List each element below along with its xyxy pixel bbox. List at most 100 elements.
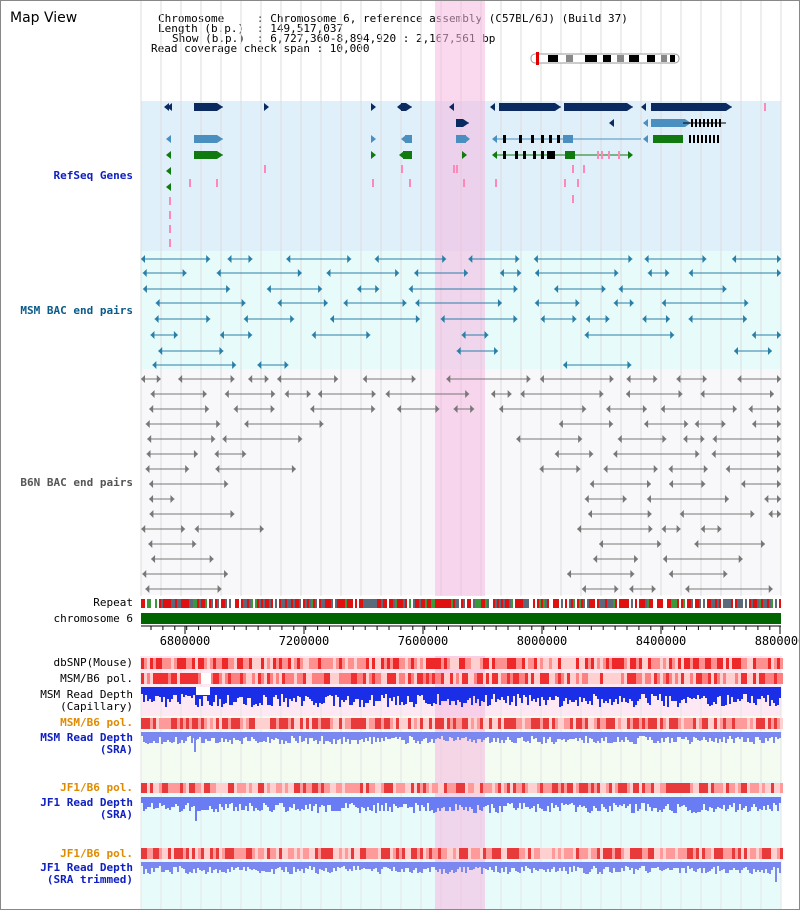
jf1-trim-bar	[651, 862, 653, 868]
jf1-pol-trim-cell	[381, 848, 384, 859]
msm-bac-pair-end	[644, 255, 649, 263]
repeat-bar	[627, 599, 629, 608]
msm-depth-sra-bar	[617, 732, 619, 737]
msm-depth-cap-bar	[161, 687, 163, 702]
jf1-trim-bar	[471, 862, 473, 870]
msm-pol-cell	[249, 673, 252, 684]
msm-pol-sra-cell	[729, 718, 732, 729]
jf1-trim-bar	[705, 862, 707, 873]
track-features[interactable]	[141, 103, 783, 882]
msm-depth-cap-bar	[309, 687, 311, 699]
jf1-depth-bar	[245, 797, 247, 806]
msm-depth-sra-bar	[194, 732, 196, 752]
dbsnp-cell	[543, 658, 546, 669]
jf1-trim-bar	[493, 862, 495, 872]
jf1-trim-bar	[669, 862, 671, 870]
jf1-depth-bar	[703, 797, 705, 804]
b6n-bac-pair-end	[453, 405, 458, 413]
msm-depth-cap-bar	[633, 687, 635, 707]
jf1-trim-bar	[661, 862, 663, 871]
msm-depth-sra-bar	[189, 732, 191, 736]
msm-pol-sra-cell	[603, 718, 606, 729]
jf1-pol-cell	[567, 783, 570, 793]
track-label-refseq[interactable]: RefSeq Genes	[53, 169, 133, 182]
msm-pol-sra-cell	[306, 718, 309, 729]
msm-pol-cell	[597, 673, 600, 684]
msm-pol-cell	[198, 673, 201, 684]
dbsnp-cell	[447, 658, 450, 669]
repeat-bar	[511, 599, 513, 608]
repeat-bar	[489, 599, 491, 608]
b6n-bac-pair-end	[539, 375, 544, 383]
jf1-pol-cell	[429, 783, 432, 793]
msm-bac-pair-end	[585, 315, 590, 323]
chromosome-ideogram-icon[interactable]	[530, 52, 680, 65]
msm-depth-sra-bar	[717, 732, 719, 743]
jf1-depth-bar	[773, 797, 775, 803]
msm-pol-cell	[660, 673, 663, 684]
jf1-pol-cell	[684, 783, 687, 793]
track-label-jf1-depth: JF1 Read Depth	[40, 796, 133, 809]
msm-pol-cell	[273, 673, 276, 684]
repeat-bar	[757, 599, 759, 608]
msm-pol-sra-cell	[708, 718, 711, 729]
jf1-trim-bar	[499, 862, 501, 873]
msm-pol-sra-cell	[351, 718, 354, 729]
msm-pol-cell	[768, 673, 771, 684]
jf1-pol-trim-cell	[147, 848, 150, 859]
repeat-bar	[645, 599, 647, 608]
msm-depth-sra-bar	[187, 732, 189, 737]
msm-pol-sra-cell	[582, 718, 585, 729]
msm-depth-cap-bar	[705, 687, 707, 698]
msm-pol-cell	[486, 673, 489, 684]
msm-depth-sra-bar	[243, 732, 245, 738]
repeat-bar	[657, 599, 659, 608]
msm-pol-sra-cell	[555, 718, 558, 729]
jf1-trim-bar	[555, 862, 557, 872]
msm-bac-pair-end	[497, 299, 502, 307]
jf1-depth-bar	[391, 797, 393, 812]
msm-depth-sra-bar	[493, 732, 495, 738]
msm-pol-sra-cell	[669, 718, 672, 729]
jf1-trim-bar	[301, 862, 303, 869]
jf1-trim-bar	[333, 862, 335, 868]
msm-depth-sra-bar	[689, 732, 691, 744]
msm-depth-sra-bar	[211, 732, 213, 738]
b6n-bac-pair-end	[149, 480, 154, 488]
track-label-msm-bac[interactable]: MSM BAC end pairs	[20, 304, 133, 317]
jf1-trim-bar	[213, 862, 215, 870]
msm-depth-cap-bar	[151, 687, 153, 702]
msm-pol-cell	[747, 673, 750, 684]
dbsnp-cell	[228, 658, 231, 669]
dbsnp-cell	[615, 658, 618, 669]
b6n-bac-pair-end	[685, 585, 690, 593]
jf1-trim-bar	[289, 862, 291, 874]
repeat-bar	[279, 599, 281, 608]
jf1-pol-cell	[495, 783, 498, 793]
dbsnp-cell	[312, 658, 315, 669]
msm-depth-cap-bar	[209, 687, 211, 705]
msm-depth-cap-bar	[295, 687, 297, 702]
repeat-bar	[655, 599, 657, 608]
msm-depth-cap-bar	[551, 687, 553, 700]
jf1-depth-bar	[559, 797, 561, 811]
msm-bac-pair-end	[702, 255, 707, 263]
dbsnp-cell	[483, 658, 486, 669]
jf1-depth-bar	[517, 797, 519, 808]
jf1-pol-cell	[345, 783, 348, 793]
jf1-trim-bar	[583, 862, 585, 873]
msm-pol-sra-cell	[321, 718, 324, 729]
b6n-bac-pair-end	[662, 435, 667, 443]
jf1-pol-cell	[756, 783, 759, 793]
jf1-pol-cell	[468, 783, 471, 793]
jf1-trim-bar	[729, 862, 731, 870]
jf1-trim-bar	[185, 862, 187, 873]
b6n-bac-pair-end	[626, 375, 631, 383]
jf1-trim-bar	[617, 862, 619, 872]
dbsnp-cell	[339, 658, 342, 669]
msm-depth-sra-bar	[575, 732, 577, 738]
jf1-trim-bar	[349, 862, 351, 869]
jf1-depth-bar	[503, 797, 505, 806]
track-label-b6n-bac[interactable]: B6N BAC end pairs	[20, 476, 133, 489]
